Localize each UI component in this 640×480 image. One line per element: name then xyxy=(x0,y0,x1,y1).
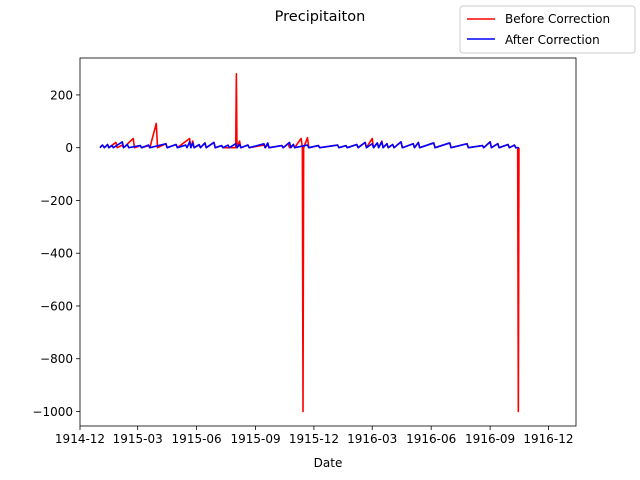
x-tick-label: 1916-06 xyxy=(406,432,456,446)
y-tick-label: 0 xyxy=(65,141,73,155)
x-tick-label: 1914-12 xyxy=(55,432,105,446)
y-tick-label: 200 xyxy=(50,88,73,102)
y-tick-label: −400 xyxy=(40,247,73,261)
x-tick-label: 1915-12 xyxy=(289,432,339,446)
x-tick-label: 1915-03 xyxy=(113,432,163,446)
series-line-after-correction xyxy=(99,141,519,149)
legend-label-after: After Correction xyxy=(505,33,600,47)
plot-area xyxy=(99,73,520,413)
x-tick-label: 1916-12 xyxy=(523,432,573,446)
x-tick-label: 1916-09 xyxy=(465,432,515,446)
y-tick-label: −600 xyxy=(40,299,73,313)
y-tick-label: −800 xyxy=(40,352,73,366)
y-tick-label: −1000 xyxy=(32,405,73,419)
x-tick-label: 1916-03 xyxy=(347,432,397,446)
x-tick-label: 1915-06 xyxy=(172,432,222,446)
chart-title: Precipitaiton xyxy=(275,9,366,25)
y-tick-label: −200 xyxy=(40,194,73,208)
legend: Before Correction After Correction xyxy=(459,5,636,54)
x-tick-label: 1915-09 xyxy=(231,432,281,446)
axis-ticks: 1914-12 1915-03 1915-06 1915-09 1915-12 1916-… xyxy=(32,88,573,446)
x-axis-label: Date xyxy=(314,456,343,470)
legend-box xyxy=(459,5,636,54)
legend-label-before: Before Correction xyxy=(505,12,610,26)
axes-frame xyxy=(79,57,577,427)
